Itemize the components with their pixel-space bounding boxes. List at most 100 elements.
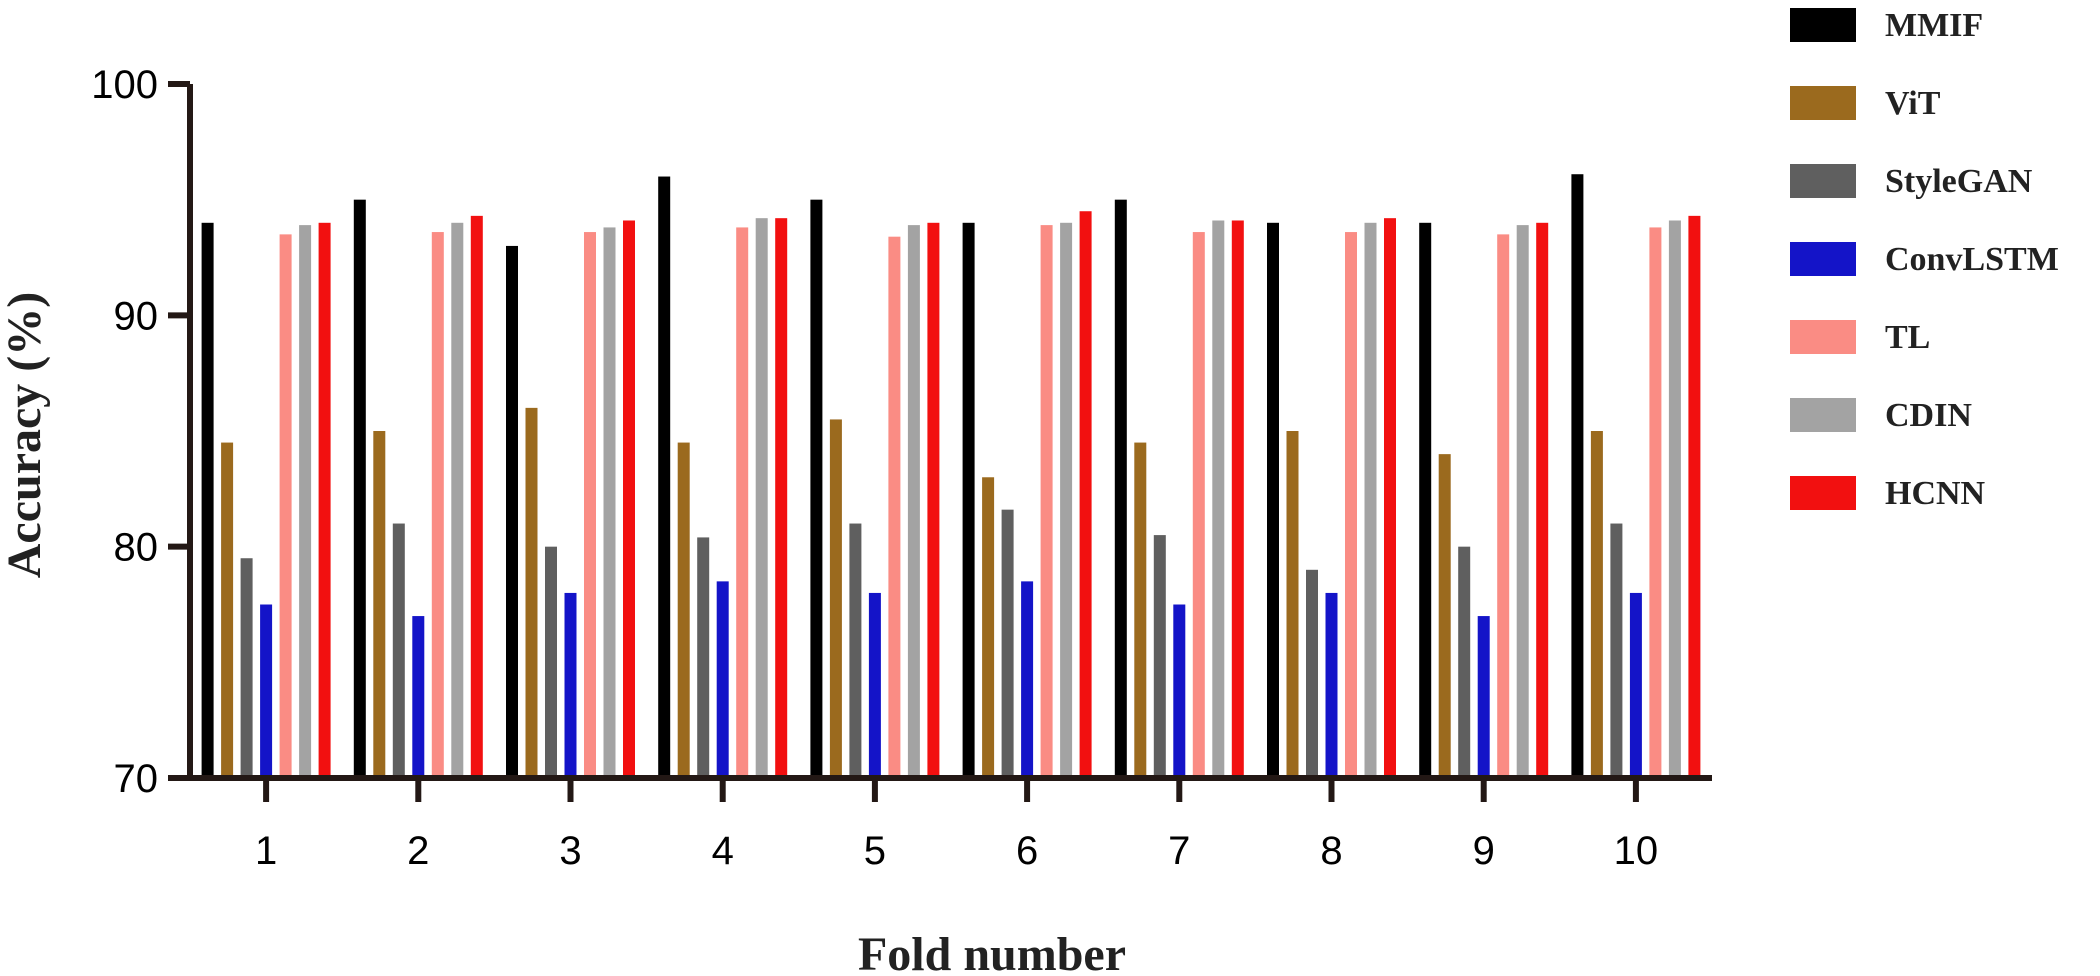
bar-vit-fold-9 <box>1438 454 1451 778</box>
legend-swatch <box>1790 8 1856 42</box>
bar-vit-fold-6 <box>982 477 995 778</box>
bar-tl-fold-3 <box>584 232 596 778</box>
bar-hcnn-fold-5 <box>927 222 940 779</box>
bar-mmif-fold-3 <box>506 245 518 778</box>
bar-group-fold-2 <box>353 199 483 779</box>
bar-convlstm-fold-5 <box>868 592 881 778</box>
bar-cdin-fold-6 <box>1060 222 1073 779</box>
bar-group-fold-5 <box>810 199 940 779</box>
bar-stylegan-fold-2 <box>392 523 405 778</box>
bar-hcnn-fold-2 <box>470 215 483 779</box>
bar-group-fold-1 <box>201 222 331 779</box>
legend-item-vit: ViT <box>1790 85 1941 122</box>
x-tick-label: 2 <box>407 829 429 873</box>
y-tick-label: 70 <box>114 757 159 801</box>
bar-tl-fold-8 <box>1345 232 1357 778</box>
bar-mmif-fold-1 <box>201 222 214 779</box>
legend-label: HCNN <box>1885 475 1986 512</box>
bar-mmif-fold-9 <box>1419 222 1432 779</box>
x-tick-label: 3 <box>559 829 581 873</box>
bar-convlstm-fold-2 <box>412 616 425 778</box>
bar-convlstm-fold-9 <box>1477 616 1490 778</box>
legend-item-hcnn: HCNN <box>1790 475 1986 512</box>
y-ticks: 70 80 90 100 <box>91 63 190 801</box>
bar-vit-fold-3 <box>525 407 538 778</box>
x-tick-label: 4 <box>712 829 734 873</box>
bar-cdin-fold-3 <box>603 227 616 779</box>
axes <box>187 84 1712 781</box>
bar-vit-fold-2 <box>373 431 386 778</box>
bar-tl-fold-9 <box>1497 234 1510 778</box>
legend-swatch <box>1790 398 1856 432</box>
legend-label: TL <box>1885 319 1930 356</box>
bar-tl-fold-5 <box>888 236 901 778</box>
bar-cdin-fold-7 <box>1212 220 1225 778</box>
bar-tl-fold-7 <box>1192 232 1205 778</box>
bar-group-fold-10 <box>1571 174 1701 779</box>
x-tick-label: 5 <box>864 829 886 873</box>
bar-convlstm-fold-4 <box>716 581 729 778</box>
bar-hcnn-fold-6 <box>1079 211 1092 778</box>
y-axis-title: Accuracy (%) <box>0 292 51 579</box>
bar-group-fold-8 <box>1267 218 1396 779</box>
x-ticks: 1 2 3 4 5 6 7 8 9 10 <box>255 778 1658 873</box>
legend-item-stylegan: StyleGAN <box>1790 163 2033 200</box>
legend-item-mmif: MMIF <box>1790 7 1983 44</box>
legend-swatch <box>1790 320 1856 354</box>
legend-item-cdin: CDIN <box>1790 397 1972 434</box>
x-tick-label: 1 <box>255 829 277 873</box>
bar-stylegan-fold-7 <box>1153 535 1166 778</box>
bar-hcnn-fold-3 <box>623 220 635 778</box>
x-tick-label: 9 <box>1473 829 1495 873</box>
bar-mmif-fold-2 <box>353 199 366 778</box>
bar-tl-fold-1 <box>279 234 292 778</box>
y-tick-label: 100 <box>91 63 158 107</box>
bar-stylegan-fold-5 <box>849 523 862 778</box>
legend-swatch <box>1790 164 1856 198</box>
bar-hcnn-fold-9 <box>1536 222 1549 779</box>
bar-group-fold-4 <box>658 176 788 779</box>
x-tick-label: 8 <box>1320 829 1342 873</box>
y-tick-label: 80 <box>114 526 159 570</box>
x-axis-title: Fold number <box>858 928 1126 976</box>
bar-convlstm-fold-7 <box>1173 604 1186 778</box>
bar-tl-fold-10 <box>1649 227 1662 779</box>
bar-group-fold-3 <box>506 220 635 779</box>
legend-label: MMIF <box>1885 7 1983 44</box>
bar-stylegan-fold-3 <box>545 546 557 778</box>
bar-tl-fold-4 <box>736 227 749 779</box>
bar-convlstm-fold-8 <box>1325 592 1338 778</box>
x-tick-label: 6 <box>1016 829 1038 873</box>
bar-cdin-fold-2 <box>451 222 464 779</box>
legend-label: CDIN <box>1885 397 1972 434</box>
bar-cdin-fold-4 <box>755 218 768 778</box>
bar-mmif-fold-6 <box>962 222 975 779</box>
bar-convlstm-fold-10 <box>1629 592 1642 778</box>
bar-hcnn-fold-8 <box>1384 218 1396 778</box>
bar-mmif-fold-4 <box>658 176 671 779</box>
bar-mmif-fold-8 <box>1267 222 1279 779</box>
bar-stylegan-fold-4 <box>697 537 710 778</box>
bar-tl-fold-2 <box>431 232 444 778</box>
bar-vit-fold-10 <box>1590 431 1603 778</box>
legend-item-convlstm: ConvLSTM <box>1790 241 2059 278</box>
bar-stylegan-fold-8 <box>1306 569 1318 778</box>
bar-cdin-fold-8 <box>1364 222 1377 779</box>
bar-group-fold-9 <box>1419 222 1549 779</box>
bar-cdin-fold-1 <box>299 225 312 778</box>
legend-swatch <box>1790 86 1856 120</box>
x-tick-label: 7 <box>1168 829 1190 873</box>
y-tick-label: 90 <box>114 294 159 338</box>
bar-group-fold-7 <box>1114 199 1244 778</box>
bar-hcnn-fold-1 <box>318 222 331 779</box>
bar-convlstm-fold-1 <box>260 604 273 778</box>
bar-cdin-fold-9 <box>1516 225 1529 778</box>
bar-hcnn-fold-4 <box>775 218 788 778</box>
legend-item-tl: TL <box>1790 319 1930 356</box>
bar-hcnn-fold-7 <box>1231 220 1244 778</box>
bar-stylegan-fold-10 <box>1610 523 1623 778</box>
bar-mmif-fold-10 <box>1571 174 1584 779</box>
bar-vit-fold-1 <box>221 442 234 778</box>
bar-vit-fold-4 <box>677 442 690 778</box>
